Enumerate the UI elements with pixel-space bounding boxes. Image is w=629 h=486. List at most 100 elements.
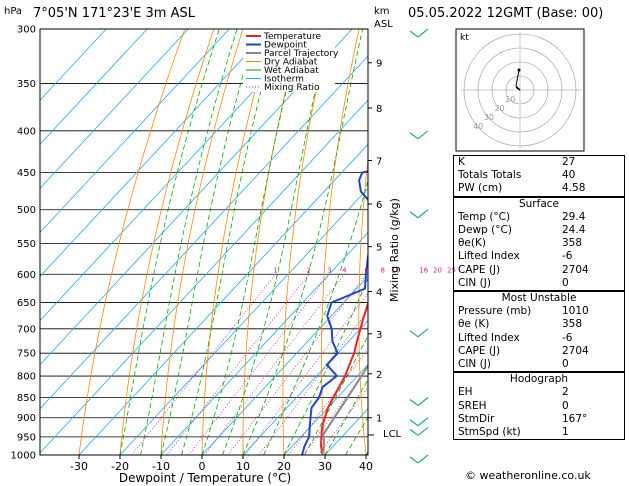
mixing-ratio-label: 1 — [273, 266, 277, 274]
mixing-ratio-line — [244, 292, 368, 455]
isotherm-line — [40, 29, 312, 322]
mixing-ratio-label: 25 — [447, 266, 456, 274]
wet-adiabat-line — [222, 29, 330, 455]
dry-adiabat-line — [242, 29, 302, 455]
km-tick-label: 8 — [376, 104, 382, 115]
hodograph-kt-label: kt — [460, 33, 469, 43]
mixing-ratio-line — [303, 366, 368, 455]
mixing-ratio-axis-title: Mixing Ratio (g/kg) — [388, 198, 401, 302]
dry-adiabat-line — [160, 29, 244, 455]
km-tick-label: 1 — [376, 414, 382, 425]
pressure-tick-label: 500 — [17, 205, 36, 216]
pressure-tick-label: 300 — [17, 25, 36, 36]
km-label: km — [374, 6, 390, 17]
wet-adiabat-line — [242, 29, 363, 455]
wind-barb-flag — [409, 399, 419, 406]
x-tick-label: -30 — [70, 460, 88, 473]
wind-barb-flag — [409, 132, 419, 140]
dry-adiabat-line — [430, 29, 448, 455]
run-title: 05.05.2022 12GMT (Base: 00) — [408, 6, 604, 21]
isotherm-line — [283, 364, 368, 455]
isotherm-line — [201, 275, 368, 455]
mixing-ratio-label: 3 — [327, 266, 331, 274]
km-tick-label: 3 — [376, 330, 382, 341]
stats-value: -6 — [562, 331, 573, 344]
hodograph-ring-label: 40 — [473, 122, 483, 131]
isotherm-line — [40, 29, 189, 189]
hodograph-table: Hodograph EH 2 SREH 0 StmDir 167° StmSpd (kt) 1 — [453, 372, 625, 441]
stats-value: 0 — [562, 358, 569, 371]
stats-row: PW (cm) 4.58 — [454, 182, 625, 196]
mixing-ratio-label: 16 — [419, 266, 428, 274]
dry-adiabat-line — [78, 29, 186, 455]
wind-barb-flag — [409, 330, 419, 338]
mixing-ratio-label: 20 — [433, 266, 442, 274]
pressure-tick-label: 900 — [17, 413, 36, 424]
wet-adiabat-line — [304, 334, 368, 455]
isotherm-line — [160, 231, 368, 455]
pressure-tick-label: 950 — [17, 432, 36, 443]
mixing-ratio-label: 8 — [380, 266, 384, 274]
stats-row: Lifted Index -6 — [454, 250, 625, 263]
stats-label: CAPE (J) — [458, 344, 501, 357]
stats-row: CAPE (J) 2704 — [454, 345, 625, 358]
stats-section-title: Most Unstable — [453, 291, 625, 306]
mixing-ratio-line — [317, 386, 368, 455]
isotherm-line — [40, 29, 230, 234]
wind-barb-flag — [409, 428, 419, 436]
pressure-tick-label: 450 — [17, 168, 36, 179]
storm-motion-arrow — [515, 86, 521, 91]
pressure-tick-label: 850 — [17, 393, 36, 404]
lcl-label: LCL — [383, 429, 402, 440]
legend-entry: Temperature — [263, 32, 321, 42]
wind-barb — [417, 397, 429, 406]
km-tick-label: 6 — [376, 200, 382, 211]
wind-barb — [417, 130, 429, 140]
isotherm-line — [40, 29, 148, 145]
dry-adiabat-line — [201, 29, 273, 455]
hodograph-ring-label: 30 — [484, 113, 494, 122]
stats-label: CIN (J) — [458, 276, 491, 289]
stats-label: StmDir — [458, 412, 495, 425]
mixing-ratio-line — [188, 274, 330, 455]
stats-value: 40 — [562, 169, 576, 182]
stats-row: StmSpd (kt) 1 — [454, 426, 625, 440]
stats-label: CAPE (J) — [458, 263, 501, 276]
plot-frame — [39, 28, 369, 456]
stats-row: Temp (°C) 29.4 — [454, 211, 625, 224]
stats-section-title: Hodograph — [453, 372, 625, 387]
isotherm-line — [40, 99, 368, 454]
mixing-ratio-line — [131, 274, 276, 455]
wind-barb — [417, 209, 429, 219]
km-tick-label: 5 — [376, 243, 382, 254]
stats-row: CAPE (J) 2704 — [454, 264, 625, 277]
pressure-tick-label: 600 — [17, 270, 36, 281]
dewpoint-trace — [301, 159, 368, 455]
dry-adiabat-line — [119, 29, 215, 455]
isotherm-line — [40, 29, 271, 278]
mixing-ratio-label: 10 — [391, 266, 400, 274]
stats-section-title: Surface — [453, 196, 625, 211]
pressure-tick-label: 700 — [17, 324, 36, 335]
mixing-ratio-line — [204, 274, 345, 455]
wet-adiabat-line — [283, 277, 368, 455]
mixing-ratio-line — [258, 309, 368, 455]
stats-label: SREH — [458, 399, 487, 412]
hpa-label: hPa — [4, 6, 22, 17]
mixing-ratio-label: 4 — [342, 266, 347, 274]
stats-row: θe (K) 358 — [454, 318, 625, 331]
stats-label: K — [458, 156, 465, 168]
stats-label: Pressure (mb) — [458, 305, 532, 318]
wet-adiabat-line — [160, 29, 257, 455]
stats-row: CIN (J) 0 — [454, 358, 625, 372]
stats-value: 2704 — [562, 263, 589, 276]
dry-adiabat-line — [358, 156, 368, 455]
station-title: 7°05'N 171°23'E 3m ASL — [33, 6, 195, 21]
stats-label: CIN (J) — [458, 358, 491, 371]
stats-label: θe(K) — [458, 237, 486, 250]
parcel-trajectory-trace — [321, 363, 368, 455]
legend-entry: Wet Adiabat — [264, 66, 319, 76]
